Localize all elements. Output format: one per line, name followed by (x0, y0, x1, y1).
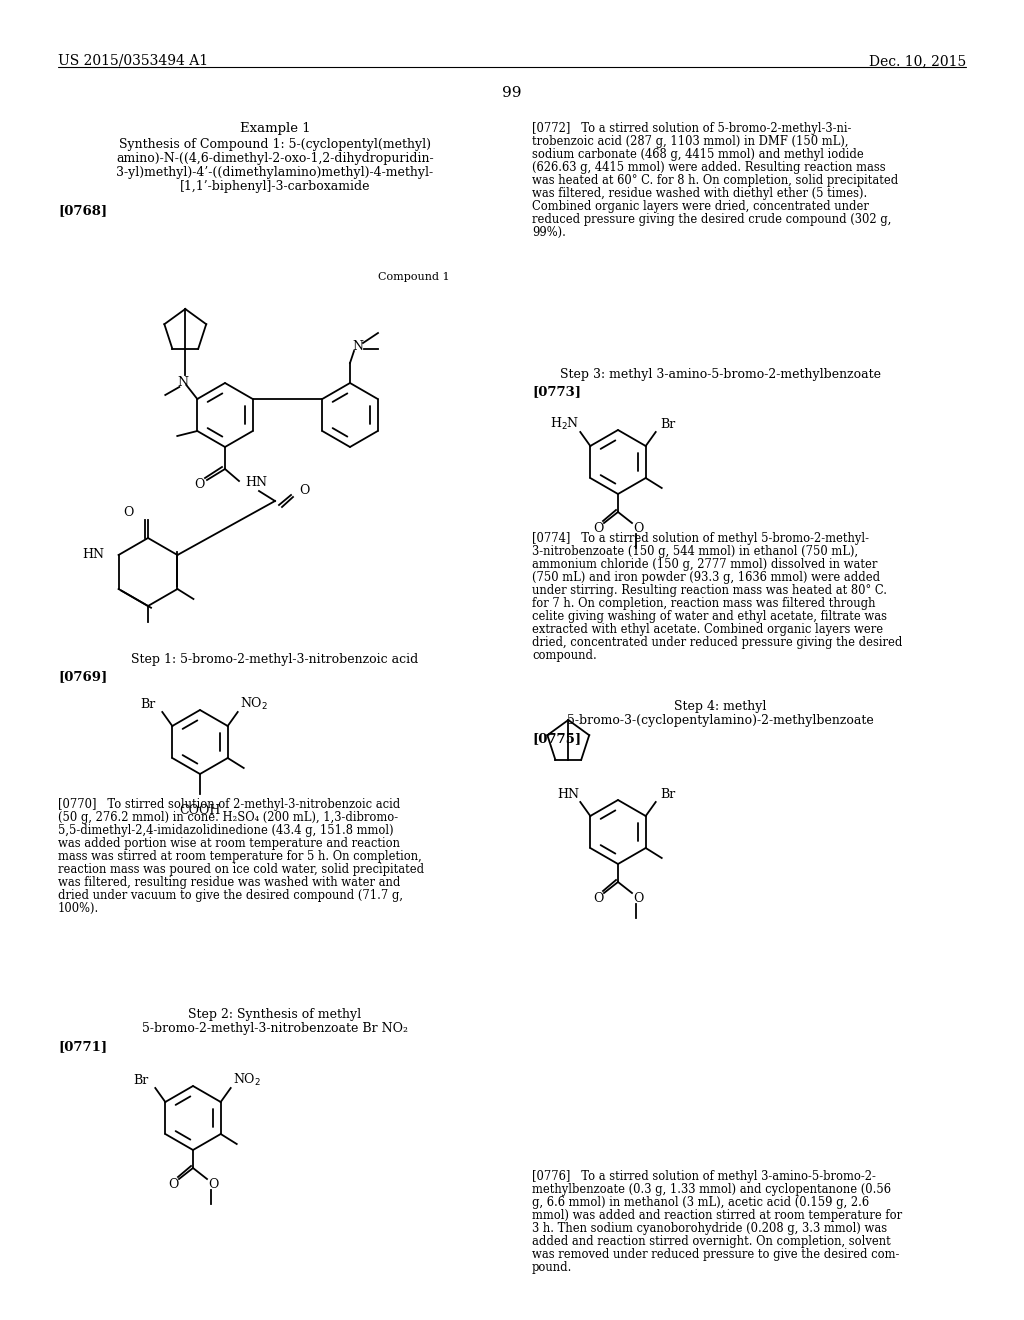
Text: Step 4: methyl: Step 4: methyl (674, 700, 766, 713)
Text: O: O (593, 891, 603, 904)
Text: dried under vacuum to give the desired compound (71.7 g,: dried under vacuum to give the desired c… (58, 888, 403, 902)
Text: [0773]: [0773] (532, 385, 581, 399)
Text: was filtered, resulting residue was washed with water and: was filtered, resulting residue was wash… (58, 876, 400, 888)
Text: for 7 h. On completion, reaction mass was filtered through: for 7 h. On completion, reaction mass wa… (532, 597, 876, 610)
Text: [0774]   To a stirred solution of methyl 5-bromo-2-methyl-: [0774] To a stirred solution of methyl 5… (532, 532, 869, 545)
Text: mmol) was added and reaction stirred at room temperature for: mmol) was added and reaction stirred at … (532, 1209, 902, 1222)
Text: Compound 1: Compound 1 (379, 272, 450, 282)
Text: methylbenzoate (0.3 g, 1.33 mmol) and cyclopentanone (0.56: methylbenzoate (0.3 g, 1.33 mmol) and cy… (532, 1183, 891, 1196)
Text: O: O (633, 891, 643, 904)
Text: Example 1: Example 1 (240, 121, 310, 135)
Text: trobenzoic acid (287 g, 1103 mmol) in DMF (150 mL),: trobenzoic acid (287 g, 1103 mmol) in DM… (532, 135, 849, 148)
Text: Br: Br (660, 417, 676, 430)
Text: N: N (178, 376, 188, 389)
Text: was added portion wise at room temperature and reaction: was added portion wise at room temperatu… (58, 837, 400, 850)
Text: NO$_2$: NO$_2$ (232, 1072, 261, 1088)
Text: 5-bromo-3-(cyclopentylamino)-2-methylbenzoate: 5-bromo-3-(cyclopentylamino)-2-methylben… (566, 714, 873, 727)
Text: COOH: COOH (179, 804, 221, 817)
Text: (626.63 g, 4415 mmol) were added. Resulting reaction mass: (626.63 g, 4415 mmol) were added. Result… (532, 161, 886, 174)
Text: Br: Br (140, 697, 156, 710)
Text: 99: 99 (502, 86, 522, 100)
Text: extracted with ethyl acetate. Combined organic layers were: extracted with ethyl acetate. Combined o… (532, 623, 883, 636)
Text: Combined organic layers were dried, concentrated under: Combined organic layers were dried, conc… (532, 201, 869, 213)
Text: Br: Br (134, 1073, 148, 1086)
Text: was heated at 60° C. for 8 h. On completion, solid precipitated: was heated at 60° C. for 8 h. On complet… (532, 174, 898, 187)
Text: [0772]   To a stirred solution of 5-bromo-2-methyl-3-ni-: [0772] To a stirred solution of 5-bromo-… (532, 121, 851, 135)
Text: pound.: pound. (532, 1261, 572, 1274)
Text: [0770]   To stirred solution of 2-methyl-3-nitrobenzoic acid: [0770] To stirred solution of 2-methyl-3… (58, 799, 400, 810)
Text: Synthesis of Compound 1: 5-(cyclopentyl(methyl): Synthesis of Compound 1: 5-(cyclopentyl(… (119, 139, 431, 150)
Text: 5,5-dimethyl-2,4-imidazolidinedione (43.4 g, 151.8 mmol): 5,5-dimethyl-2,4-imidazolidinedione (43.… (58, 824, 393, 837)
Text: O: O (208, 1177, 218, 1191)
Text: 5-bromo-2-methyl-3-nitrobenzoate Br NO₂: 5-bromo-2-methyl-3-nitrobenzoate Br NO₂ (142, 1022, 408, 1035)
Text: NO$_2$: NO$_2$ (240, 696, 267, 711)
Text: [0771]: [0771] (58, 1040, 108, 1053)
Text: was filtered, residue washed with diethyl ether (5 times).: was filtered, residue washed with diethy… (532, 187, 867, 201)
Text: [0769]: [0769] (58, 671, 108, 682)
Text: O: O (123, 506, 133, 519)
Text: HN: HN (83, 549, 104, 561)
Text: under stirring. Resulting reaction mass was heated at 80° C.: under stirring. Resulting reaction mass … (532, 583, 887, 597)
Text: [0768]: [0768] (58, 205, 108, 216)
Text: Dec. 10, 2015: Dec. 10, 2015 (868, 54, 966, 69)
Text: (50 g, 276.2 mmol) in cone. H₂SO₄ (200 mL), 1,3-dibromo-: (50 g, 276.2 mmol) in cone. H₂SO₄ (200 m… (58, 810, 398, 824)
Text: HN: HN (557, 788, 580, 800)
Text: compound.: compound. (532, 649, 597, 663)
Text: mass was stirred at room temperature for 5 h. On completion,: mass was stirred at room temperature for… (58, 850, 422, 863)
Text: (750 mL) and iron powder (93.3 g, 1636 mmol) were added: (750 mL) and iron powder (93.3 g, 1636 m… (532, 572, 880, 583)
Text: Step 2: Synthesis of methyl: Step 2: Synthesis of methyl (188, 1008, 361, 1020)
Text: 3 h. Then sodium cyanoborohydride (0.208 g, 3.3 mmol) was: 3 h. Then sodium cyanoborohydride (0.208… (532, 1222, 887, 1236)
Text: [1,1’-biphenyl]-3-carboxamide: [1,1’-biphenyl]-3-carboxamide (180, 180, 371, 193)
Text: 100%).: 100%). (58, 902, 99, 915)
Text: g, 6.6 mmol) in methanol (3 mL), acetic acid (0.159 g, 2.6: g, 6.6 mmol) in methanol (3 mL), acetic … (532, 1196, 869, 1209)
Text: Step 1: 5-bromo-2-methyl-3-nitrobenzoic acid: Step 1: 5-bromo-2-methyl-3-nitrobenzoic … (131, 653, 419, 667)
Text: O: O (299, 484, 309, 498)
Text: amino)-N-((4,6-dimethyl-2-oxo-1,2-dihydropuridin-: amino)-N-((4,6-dimethyl-2-oxo-1,2-dihydr… (116, 152, 434, 165)
Text: sodium carbonate (468 g, 4415 mmol) and methyl iodide: sodium carbonate (468 g, 4415 mmol) and … (532, 148, 864, 161)
Text: added and reaction stirred overnight. On completion, solvent: added and reaction stirred overnight. On… (532, 1236, 891, 1247)
Text: was removed under reduced pressure to give the desired com-: was removed under reduced pressure to gi… (532, 1247, 899, 1261)
Text: 99%).: 99%). (532, 226, 566, 239)
Text: O: O (194, 479, 204, 491)
Text: dried, concentrated under reduced pressure giving the desired: dried, concentrated under reduced pressu… (532, 636, 902, 649)
Text: [0776]   To a stirred solution of methyl 3-amino-5-bromo-2-: [0776] To a stirred solution of methyl 3… (532, 1170, 876, 1183)
Text: US 2015/0353494 A1: US 2015/0353494 A1 (58, 54, 208, 69)
Text: 3-nitrobenzoate (150 g, 544 mmol) in ethanol (750 mL),: 3-nitrobenzoate (150 g, 544 mmol) in eth… (532, 545, 858, 558)
Text: O: O (633, 521, 643, 535)
Text: [0775]: [0775] (532, 733, 582, 744)
Text: reduced pressure giving the desired crude compound (302 g,: reduced pressure giving the desired crud… (532, 213, 891, 226)
Text: O: O (168, 1177, 178, 1191)
Text: 3-yl)methyl)-4’-((dimethylamino)methyl)-4-methyl-: 3-yl)methyl)-4’-((dimethylamino)methyl)-… (117, 166, 433, 180)
Text: reaction mass was poured on ice cold water, solid precipitated: reaction mass was poured on ice cold wat… (58, 863, 424, 876)
Text: N: N (352, 341, 364, 354)
Text: celite giving washing of water and ethyl acetate, filtrate was: celite giving washing of water and ethyl… (532, 610, 887, 623)
Text: ammonium chloride (150 g, 2777 mmol) dissolved in water: ammonium chloride (150 g, 2777 mmol) dis… (532, 558, 878, 572)
Text: H$_2$N: H$_2$N (550, 416, 579, 432)
Text: HN: HN (245, 477, 267, 490)
Text: Br: Br (660, 788, 676, 800)
Text: O: O (593, 521, 603, 535)
Text: Step 3: methyl 3-amino-5-bromo-2-methylbenzoate: Step 3: methyl 3-amino-5-bromo-2-methylb… (559, 368, 881, 381)
